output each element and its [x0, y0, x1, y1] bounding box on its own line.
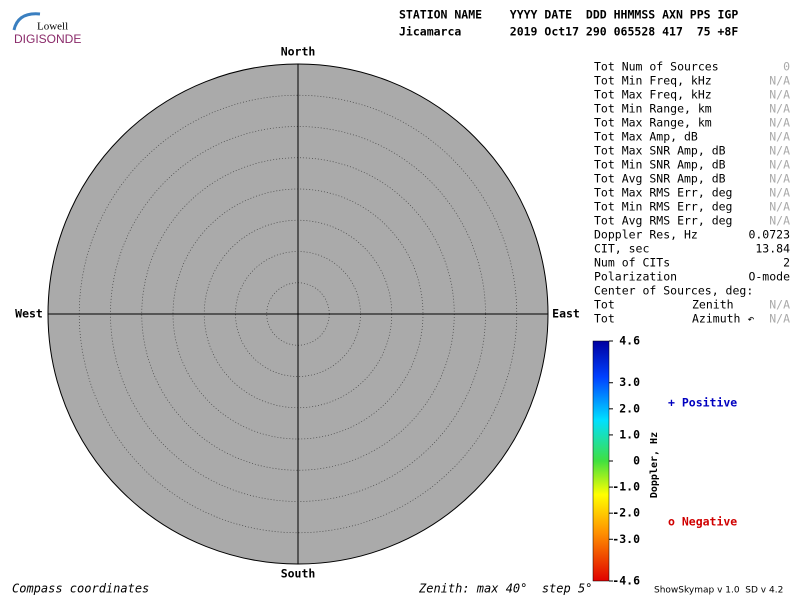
stat-label: Tot Min Range, km	[594, 102, 712, 116]
colorbar-tick-label: -3.0	[612, 532, 640, 546]
stat-value: O-mode	[748, 270, 790, 284]
stat-value: N/A	[769, 74, 790, 88]
stat-sublabel: Azimuth ↶	[692, 312, 754, 326]
stat-value: 13.84	[755, 242, 790, 256]
south-label: South	[281, 567, 316, 581]
stat-value: N/A	[769, 158, 790, 172]
colorbar-tick-label: -1.0	[612, 480, 640, 494]
stats-table: Tot Num of Sources 0 Tot Min Freq, kHz N/A T…	[594, 60, 790, 326]
stat-label: Tot Max Amp, dB	[594, 130, 698, 144]
stat-value: 2	[783, 256, 790, 270]
stat-value: N/A	[769, 102, 790, 116]
north-label: North	[281, 45, 316, 59]
stat-label: Tot Min RMS Err, deg	[594, 200, 732, 214]
colorbar-tick-label: 4.6	[619, 334, 640, 348]
header-values: Jicamarca 2019 Oct17 290 065528 417 75 +…	[399, 25, 738, 39]
legend-positive: + Positive	[668, 396, 737, 410]
header-columns: STATION NAME YYYY DATE DDD HHMMSS AXN PP…	[399, 8, 738, 22]
stat-value: N/A	[769, 144, 790, 158]
west-label: West	[15, 307, 43, 321]
colorbar-tick-label: 3.0	[619, 375, 640, 389]
stat-label: Tot Min SNR Amp, dB	[594, 158, 726, 172]
stat-value: 0.0723	[748, 228, 790, 242]
logo-top: Lowell	[37, 21, 68, 33]
stat-label: Tot Max Range, km	[594, 116, 712, 130]
stat-label: Tot Avg SNR Amp, dB	[594, 172, 726, 186]
colorbar-ticks: 4.6 3.0 2.0 1.0 0 -1.0 -2.0 -3.0 -4.6	[609, 334, 640, 588]
stat-value: N/A	[769, 214, 790, 228]
stat-label: Tot Max SNR Amp, dB	[594, 144, 726, 158]
footer-left: Compass coordinates	[12, 582, 149, 596]
stat-sublabel: Zenith	[692, 298, 734, 312]
footer-middle: Zenith: max 40° step 5°	[418, 582, 592, 596]
colorbar-tick-label: 2.0	[619, 401, 640, 415]
east-label: East	[552, 307, 580, 321]
stat-value: 0	[783, 60, 790, 74]
stat-value: N/A	[769, 298, 790, 312]
stat-label: Polarization	[594, 270, 677, 284]
stat-label: Tot	[594, 312, 615, 326]
stat-value: N/A	[769, 130, 790, 144]
colorbar	[592, 340, 610, 582]
colorbar-tick-label: -2.0	[612, 506, 640, 520]
stat-label: Doppler Res, Hz	[594, 228, 698, 242]
footer-right: ShowSkymap v 1.0 SD v 4.2	[654, 586, 783, 596]
legend-negative: o Negative	[668, 515, 737, 529]
stat-label: CIT, sec	[594, 242, 649, 256]
stat-value: N/A	[769, 116, 790, 130]
stat-label: Tot Max Freq, kHz	[594, 88, 712, 102]
colorbar-title: Doppler, Hz	[649, 432, 660, 498]
stat-value: N/A	[769, 88, 790, 102]
stat-label: Tot	[594, 298, 615, 312]
stat-label: Tot Max RMS Err, deg	[594, 186, 732, 200]
colorbar-tick-label: -4.6	[612, 574, 640, 588]
colorbar-tick-label: 1.0	[619, 427, 640, 441]
logo-bottom: DIGISONDE	[14, 32, 81, 46]
colorbar-tick-label: 0	[633, 454, 640, 468]
stat-label: Num of CITs	[594, 256, 670, 270]
stat-label: Tot Min Freq, kHz	[594, 74, 712, 88]
stat-label: Tot Avg RMS Err, deg	[594, 214, 732, 228]
stat-value: N/A	[769, 200, 790, 214]
polar-plot	[47, 63, 549, 565]
stat-label: Tot Num of Sources	[594, 60, 719, 74]
stat-value: N/A	[769, 186, 790, 200]
logo-swoosh	[12, 12, 41, 31]
stat-value: N/A	[769, 172, 790, 186]
stat-label: Center of Sources, deg:	[594, 284, 753, 298]
stat-value: N/A	[769, 312, 790, 326]
